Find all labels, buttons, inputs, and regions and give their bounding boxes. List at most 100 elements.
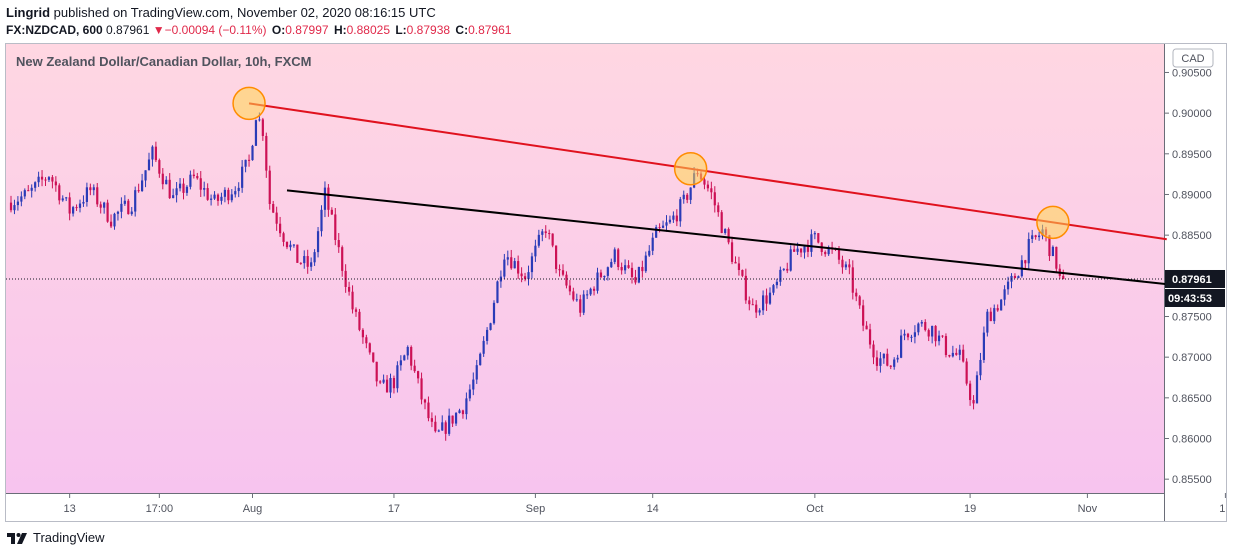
candle-body [1006,281,1010,290]
candle [210,194,213,206]
candle-body [441,422,444,431]
candle-body [61,198,64,201]
candle [506,250,509,266]
candle-body [810,234,813,252]
candle-body [399,360,402,366]
candle [368,342,371,355]
candle [268,165,271,210]
y-tick-label: 0.90000 [1172,108,1212,120]
footer-brand[interactable]: TradingView [33,530,105,545]
candle-body [341,247,344,271]
candle [161,168,164,190]
candle [762,290,765,315]
chart-panel[interactable]: New Zealand Dollar/Canadian Dollar, 10h,… [5,43,1227,522]
close-label: C: [455,23,469,37]
candle-body [520,273,523,277]
candle-body [327,187,330,210]
currency-label: CAD [1181,53,1204,65]
candle [403,354,406,361]
candle [599,269,603,279]
candle [40,170,44,187]
candle-body [165,179,168,185]
candle-body [920,322,923,324]
candle [561,264,565,277]
published-text: published on TradingView.com, November 0… [53,5,436,20]
candle-body [127,200,130,215]
candle-body [648,250,651,256]
candle-body [786,268,789,271]
candle-body [592,288,596,291]
candle-body [686,194,689,200]
candle-body [99,204,102,208]
candle-body [154,146,157,161]
candle [517,255,520,280]
candle-body [913,332,916,337]
candle [237,182,240,198]
x-tick-label: 13 [64,503,76,515]
candle-body [803,246,806,253]
candle [1038,231,1041,241]
candle-body [68,197,71,214]
candle-body [689,187,692,200]
candle [900,329,903,359]
candle-body [579,299,582,313]
candle-body [210,198,213,200]
author-name[interactable]: Lingrid [6,5,51,20]
candle-body [275,212,278,224]
candle [441,415,444,431]
candle-body [244,159,247,167]
y-tick-label: 0.85500 [1172,474,1212,486]
candle-body [544,231,547,234]
candle-body [206,188,209,200]
candle [724,228,727,235]
candle [620,262,623,275]
candle [120,197,123,219]
candle [630,262,634,284]
candle [486,327,489,345]
candle-body [130,211,133,215]
candle [444,420,447,441]
candle [230,189,233,203]
candle [337,233,340,253]
candle [906,332,910,341]
candle [1013,273,1017,279]
candle [582,290,585,316]
candle [213,191,216,200]
candle [513,257,516,269]
candle-body [851,267,854,293]
price-chart[interactable]: New Zealand Dollar/Canadian Dollar, 10h,… [6,44,1226,521]
candle-body [655,227,658,238]
candle-body [379,381,382,383]
candle-body [403,355,406,361]
candle [272,200,275,214]
candle [437,429,440,433]
candle-body [109,221,113,227]
candle [975,371,979,404]
candle [285,241,289,250]
x-tick-label: Nov [1078,503,1098,515]
candle [1051,245,1054,257]
candle [882,353,885,364]
y-tick-label: 0.86000 [1172,434,1212,446]
last-price-label: 0.87961 [1172,274,1212,286]
change-value: −0.00094 (−0.11%) [164,23,267,37]
candle-body [817,233,820,243]
publish-header: Lingrid published on TradingView.com, No… [6,5,436,20]
candle-body [444,422,447,434]
candle [189,170,192,190]
candle [937,330,941,346]
candle [251,144,254,161]
candle-body [679,199,682,222]
candle [603,275,606,281]
candle-body [486,329,489,341]
candle [27,185,30,192]
candle [851,260,854,300]
candle-body [548,233,551,235]
candle-body [496,281,499,303]
candle-body [40,176,44,180]
candle [175,181,178,203]
candle [1003,285,1006,306]
candle [406,345,409,360]
candle [941,335,944,338]
candle [744,268,747,304]
